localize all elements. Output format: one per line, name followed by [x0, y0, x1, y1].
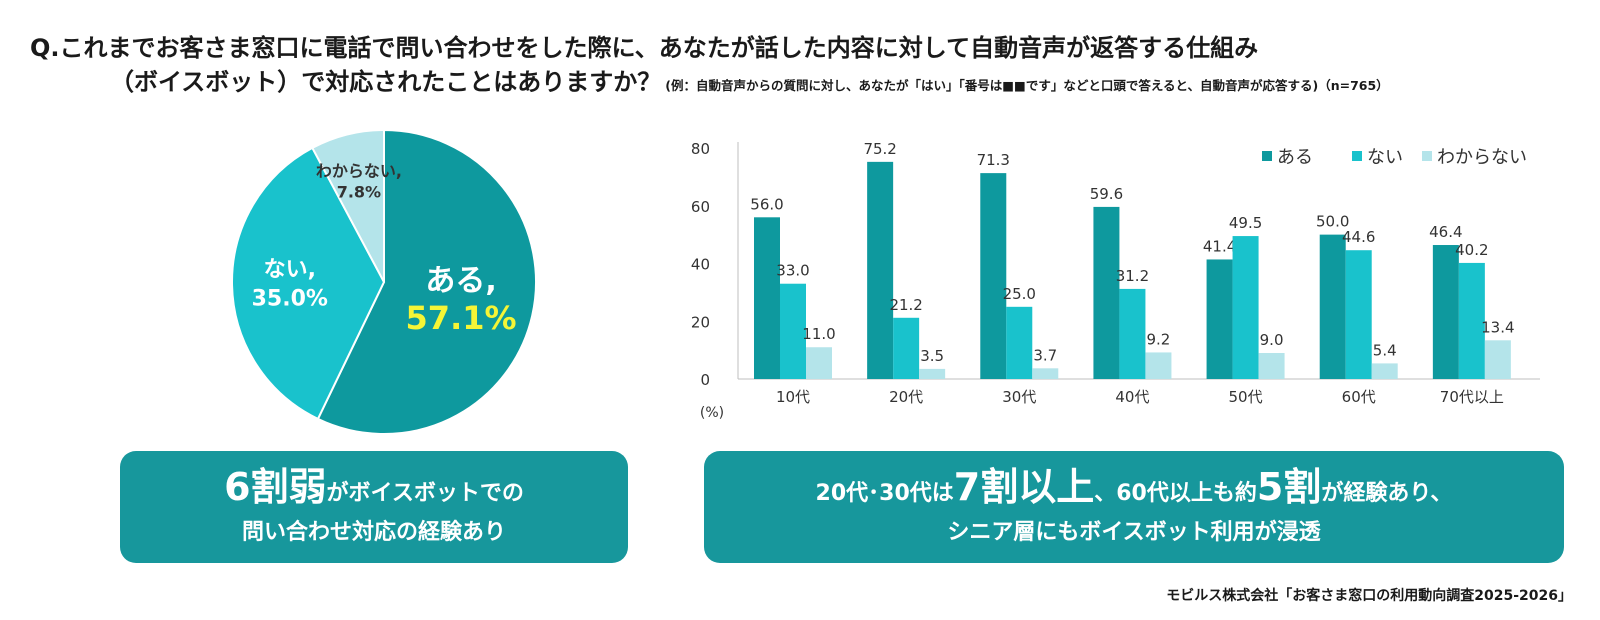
- summary-right-emphasis-2: 5割: [1256, 465, 1322, 509]
- bar-nai: [1006, 306, 1033, 379]
- bar-value-label: 13.4: [1481, 318, 1514, 336]
- bar-wakaranai: [1484, 340, 1511, 379]
- bar-aru: [1093, 206, 1120, 379]
- bar-wakaranai: [1145, 352, 1172, 379]
- question-line-1: Q.これまでお客さま窓口に電話で問い合わせをした際に、あなたが話した内容に対して…: [30, 34, 1259, 62]
- summary-left-line-2: 問い合わせ対応の経験あり: [241, 520, 506, 545]
- legend-label-aru: ある: [1277, 147, 1313, 168]
- bar-nai: [893, 317, 920, 379]
- summary-box-left: 6割弱がボイスボットでの 問い合わせ対応の経験あり: [120, 451, 628, 563]
- legend-swatch-nai: [1352, 151, 1362, 161]
- summary-left-line-1: 6割弱がボイスボットでの: [120, 465, 628, 516]
- bar-value-label: 49.5: [1229, 214, 1262, 232]
- summary-left-text: がボイスボットでの: [326, 481, 524, 506]
- pie-value-aru: 57.1%: [406, 299, 517, 337]
- x-tick-label: 70代以上: [1440, 388, 1504, 406]
- legend-label-nai: ない: [1367, 147, 1403, 168]
- x-tick-label: 60代: [1342, 388, 1376, 406]
- pie-slice-nai: [231, 146, 386, 421]
- summary-right-emphasis-1: 7割以上: [953, 465, 1095, 509]
- bar-aru: [1319, 234, 1346, 379]
- bar-value-label: 71.3: [977, 151, 1010, 169]
- legend-swatch-aru: [1262, 151, 1272, 161]
- summary-right-part-2: 、60代以上も約: [1094, 481, 1257, 506]
- x-tick-label: 30代: [1002, 388, 1036, 406]
- bar-nai: [1458, 262, 1485, 379]
- pie-chart: ある,57.1% ない, 35.0% わからない,7.8%: [231, 128, 537, 435]
- summary-right-line-2: シニア層にもボイスボット利用が浸透: [947, 520, 1321, 545]
- x-tick-label: 50代: [1229, 388, 1263, 406]
- bar-wakaranai: [919, 368, 946, 379]
- bar-value-label: 50.0: [1316, 213, 1349, 231]
- bar-value-label: 31.2: [1116, 267, 1149, 285]
- bar-value-label: 46.4: [1429, 223, 1462, 241]
- pie-value-nai: 35.0%: [252, 287, 328, 312]
- legend-swatch-wakaranai: [1422, 151, 1432, 161]
- x-tick-label: 40代: [1115, 388, 1149, 406]
- x-tick-label: 20代: [889, 388, 923, 406]
- bar-nai: [780, 283, 806, 379]
- bar-value-label: 41.4: [1203, 237, 1236, 255]
- bar-chart: 0 20 40 60 80 (%) 56.0 33.0 11.0 10代 75.2 21.2 3.5 20…: [691, 140, 1540, 421]
- pie-slice-aru: [316, 128, 537, 435]
- summary-right-part-3: が経験あり、: [1321, 481, 1453, 506]
- bar-value-label: 21.2: [889, 296, 922, 314]
- bar-value-label: 9.0: [1260, 331, 1284, 349]
- legend-label-wakaranai: わからない: [1437, 147, 1527, 168]
- bar-value-label: 5.4: [1373, 341, 1397, 359]
- bar-value-label: 44.6: [1342, 228, 1375, 246]
- bar-aru: [980, 173, 1007, 379]
- x-tick-label: 10代: [776, 388, 810, 406]
- pie-value-wakaranai: 7.8%: [337, 182, 381, 201]
- summary-box-right: 20代･30代は7割以上、60代以上も約5割が経験あり、 シニア層にもボイスボッ…: [704, 451, 1564, 563]
- bar-value-label: 3.5: [920, 347, 944, 365]
- bar-wakaranai: [1032, 368, 1059, 379]
- question-line-2: （ボイスボット）で対応されたことはありますか？ (例：自動音声からの質問に対し、あ…: [110, 62, 1389, 97]
- summary-right-part-1: 20代･30代は: [815, 481, 954, 506]
- bar-nai: [1119, 288, 1146, 379]
- bar-value-label: 75.2: [863, 140, 896, 158]
- y-tick-label: 80: [691, 140, 710, 158]
- y-tick-label: 40: [691, 256, 710, 274]
- pie-label-aru: ある,: [425, 264, 496, 299]
- bar-value-label: 33.0: [776, 262, 809, 280]
- y-tick-label: 0: [700, 371, 710, 389]
- bar-nai: [1232, 236, 1259, 379]
- bar-wakaranai: [806, 347, 832, 379]
- summary-left-emphasis: 6割弱: [224, 465, 327, 509]
- y-tick-label: 60: [691, 198, 710, 216]
- bar-value-label: 56.0: [750, 195, 783, 213]
- question-line-2-text: （ボイスボット）で対応されたことはありますか？: [110, 68, 662, 96]
- bar-value-label: 9.2: [1146, 330, 1170, 348]
- bar-value-label: 3.7: [1033, 346, 1057, 364]
- pie-slice-wakaranai: [311, 128, 385, 283]
- bar-value-label: 11.0: [802, 325, 835, 343]
- bar-aru: [754, 217, 780, 379]
- bar-aru: [867, 161, 894, 379]
- bar-value-label: 25.0: [1003, 285, 1036, 303]
- bar-wakaranai: [1258, 353, 1285, 379]
- question-note: (例：自動音声からの質問に対し、あなたが「はい」「番号は■■です」などと口頭で答…: [665, 78, 1389, 93]
- y-tick-label: 20: [691, 313, 710, 331]
- summary-right-line-1: 20代･30代は7割以上、60代以上も約5割が経験あり、: [704, 465, 1564, 516]
- bar-aru: [1432, 245, 1459, 379]
- source-credit: モビルス株式会社「お客さま窓口の利用動向調査2025-2026」: [1166, 588, 1572, 604]
- bar-value-label: 59.6: [1090, 185, 1123, 203]
- unit-label: (%): [700, 405, 724, 421]
- pie-label-nai: ない,: [264, 258, 316, 283]
- bar-value-label: 40.2: [1455, 241, 1488, 259]
- bar-wakaranai: [1371, 363, 1398, 379]
- pie-label-wakaranai: わからない,: [316, 162, 402, 181]
- bar-aru: [1206, 259, 1233, 379]
- bar-nai: [1345, 250, 1372, 379]
